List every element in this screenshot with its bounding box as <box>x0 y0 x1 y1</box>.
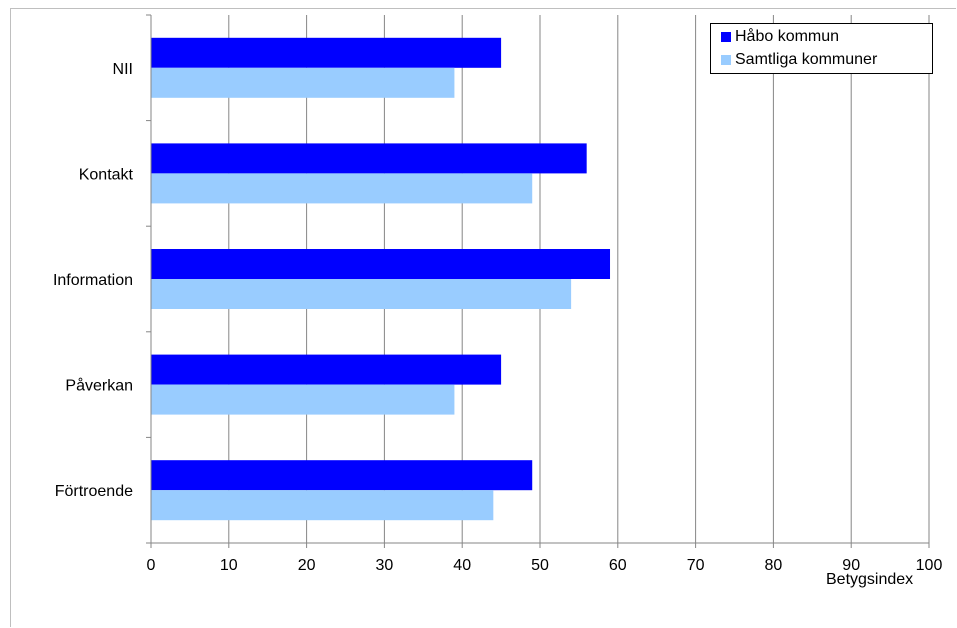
y-category-label: Kontakt <box>79 166 134 183</box>
legend: Håbo kommun Samtliga kommuner <box>710 23 933 74</box>
legend-item-samtliga-kommuner: Samtliga kommuner <box>721 50 877 70</box>
y-category-label: Information <box>53 272 133 289</box>
bar-samtliga-0 <box>151 67 455 98</box>
bar-habo-4 <box>151 460 533 491</box>
legend-swatch-lightblue <box>721 55 731 65</box>
axes <box>146 14 930 548</box>
x-tick-label: 90 <box>842 557 860 574</box>
legend-item-hab-kommun: Håbo kommun <box>721 27 839 47</box>
x-tick-label: 70 <box>687 557 705 574</box>
y-category-label: Påverkan <box>65 377 133 395</box>
bars <box>151 37 611 521</box>
bar-samtliga-2 <box>151 279 572 309</box>
x-tick-label: 80 <box>765 557 783 574</box>
x-tick-label: 0 <box>147 557 156 574</box>
bar-samtliga-1 <box>151 173 533 204</box>
legend-label: Samtliga kommuner <box>735 51 878 68</box>
x-tick-label: 10 <box>220 557 238 574</box>
x-tick-label: 60 <box>609 557 627 574</box>
bar-samtliga-3 <box>151 384 455 415</box>
tick-labels: 0 10 20 30 40 50 60 70 80 90 100 NII Kontakt Informat… <box>53 61 942 574</box>
bar-habo-0 <box>151 37 502 68</box>
y-category-label: Förtroende <box>55 483 133 500</box>
x-tick-label: 30 <box>376 557 394 574</box>
y-category-label: NII <box>113 61 133 78</box>
bar-habo-2 <box>151 249 611 279</box>
bar-habo-3 <box>151 354 502 385</box>
x-axis-title: Betygsindex <box>826 571 914 588</box>
bar-samtliga-4 <box>151 490 494 521</box>
legend-label: Håbo kommun <box>735 28 840 45</box>
chart-frame <box>10 8 956 627</box>
x-tick-label: 50 <box>531 557 549 574</box>
bar-habo-1 <box>151 143 587 174</box>
legend-swatch-blue <box>721 32 731 42</box>
x-tick-label: 100 <box>916 557 943 574</box>
x-tick-label: 20 <box>298 557 316 574</box>
x-tick-label: 40 <box>453 557 471 574</box>
